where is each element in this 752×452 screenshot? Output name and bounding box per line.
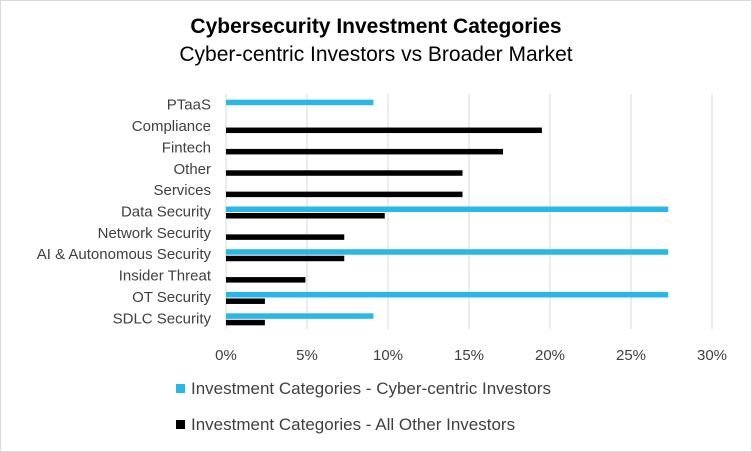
- x-tick-label: 20%: [535, 347, 565, 364]
- x-tick-label: 10%: [373, 347, 403, 364]
- x-tick-label: 30%: [697, 347, 727, 364]
- y-tick-label-network-security: Network Security: [98, 225, 212, 242]
- bar-all-other-services: [226, 191, 463, 198]
- chart-legend: Investment Categories - Cyber-centric In…: [176, 379, 736, 439]
- x-tick-label: 5%: [296, 347, 318, 364]
- legend-item-all-other: Investment Categories - All Other Invest…: [176, 415, 515, 435]
- x-tick-label: 25%: [616, 347, 646, 364]
- bar-cyber-centric-ot-security: [226, 291, 669, 298]
- bar-cyber-centric-ai-autonomous-security: [226, 249, 669, 255]
- y-tick-label-services: Services: [153, 182, 211, 199]
- y-tick-label-ai-autonomous-security: AI & Autonomous Security: [37, 246, 212, 263]
- bar-all-other-compliance: [226, 127, 542, 134]
- y-tick-label-other: Other: [173, 161, 211, 178]
- bar-all-other-network-security: [226, 234, 345, 240]
- y-tick-label-fintech: Fintech: [162, 139, 211, 156]
- bar-all-other-other: [226, 170, 463, 176]
- chart-title: Cybersecurity Investment Categories: [190, 15, 562, 38]
- bar-all-other-fintech: [226, 148, 504, 155]
- legend-swatch-all-other: [176, 420, 185, 429]
- legend-label-cyber-centric: Investment Categories - Cyber-centric In…: [191, 379, 551, 398]
- bar-cyber-centric-ptaas: [226, 99, 374, 106]
- bar-cyber-centric-data-security: [226, 206, 669, 212]
- x-tick-label: 15%: [454, 347, 484, 364]
- chart-subtitle: Cyber-centric Investors vs Broader Marke…: [179, 43, 573, 66]
- bar-all-other-sdlc-security: [226, 319, 265, 326]
- bar-all-other-ot-security: [226, 298, 265, 304]
- legend-label-all-other: Investment Categories - All Other Invest…: [191, 415, 516, 434]
- bar-all-other-insider-threat: [226, 277, 306, 283]
- y-tick-label-ptaas: PTaaS: [167, 97, 211, 114]
- y-tick-label-compliance: Compliance: [132, 118, 211, 135]
- x-tick-label: 0%: [215, 347, 237, 364]
- bar-all-other-ai-autonomous-security: [226, 255, 345, 262]
- bar-cyber-centric-sdlc-security: [226, 313, 374, 319]
- legend-swatch-cyber-centric: [176, 384, 185, 393]
- bar-all-other-data-security: [226, 213, 385, 219]
- y-tick-label-insider-threat: Insider Threat: [119, 268, 212, 285]
- y-tick-label-ot-security: OT Security: [132, 289, 211, 306]
- y-tick-label-sdlc-security: SDLC Security: [113, 310, 212, 327]
- legend-item-cyber-centric: Investment Categories - Cyber-centric In…: [176, 379, 551, 399]
- y-tick-label-data-security: Data Security: [121, 204, 212, 221]
